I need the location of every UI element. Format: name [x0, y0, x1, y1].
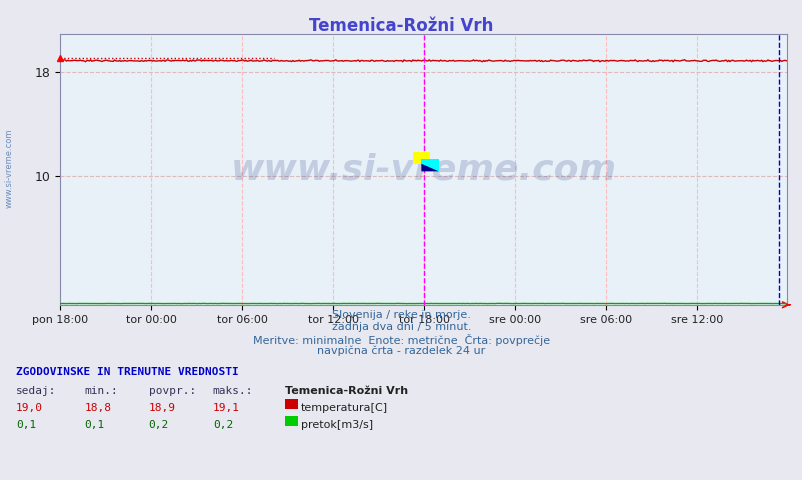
Text: 18,9: 18,9 — [148, 403, 176, 413]
Text: povpr.:: povpr.: — [148, 386, 196, 396]
Text: 0,2: 0,2 — [213, 420, 233, 430]
Text: www.si-vreme.com: www.si-vreme.com — [230, 152, 616, 186]
Text: navpična črta - razdelek 24 ur: navpična črta - razdelek 24 ur — [317, 346, 485, 356]
Text: 0,2: 0,2 — [148, 420, 168, 430]
Text: 18,8: 18,8 — [84, 403, 111, 413]
Text: 19,1: 19,1 — [213, 403, 240, 413]
Text: Meritve: minimalne  Enote: metrične  Črta: povprečje: Meritve: minimalne Enote: metrične Črta:… — [253, 334, 549, 346]
Bar — [421, 159, 439, 171]
Text: Temenica-Rožni Vrh: Temenica-Rožni Vrh — [309, 17, 493, 35]
Text: 0,1: 0,1 — [84, 420, 104, 430]
Text: zadnja dva dni / 5 minut.: zadnja dva dni / 5 minut. — [331, 322, 471, 332]
Text: Slovenija / reke in morje.: Slovenija / reke in morje. — [332, 310, 470, 320]
Bar — [412, 152, 430, 164]
Text: maks.:: maks.: — [213, 386, 253, 396]
Text: temperatura[C]: temperatura[C] — [301, 403, 387, 413]
Text: www.si-vreme.com: www.si-vreme.com — [5, 128, 14, 208]
Text: 19,0: 19,0 — [16, 403, 43, 413]
Text: 0,1: 0,1 — [16, 420, 36, 430]
Text: pretok[m3/s]: pretok[m3/s] — [301, 420, 373, 430]
Text: ZGODOVINSKE IN TRENUTNE VREDNOSTI: ZGODOVINSKE IN TRENUTNE VREDNOSTI — [16, 367, 238, 377]
Polygon shape — [421, 164, 439, 171]
Text: sedaj:: sedaj: — [16, 386, 56, 396]
Text: min.:: min.: — [84, 386, 118, 396]
Text: Temenica-Rožni Vrh: Temenica-Rožni Vrh — [285, 386, 407, 396]
